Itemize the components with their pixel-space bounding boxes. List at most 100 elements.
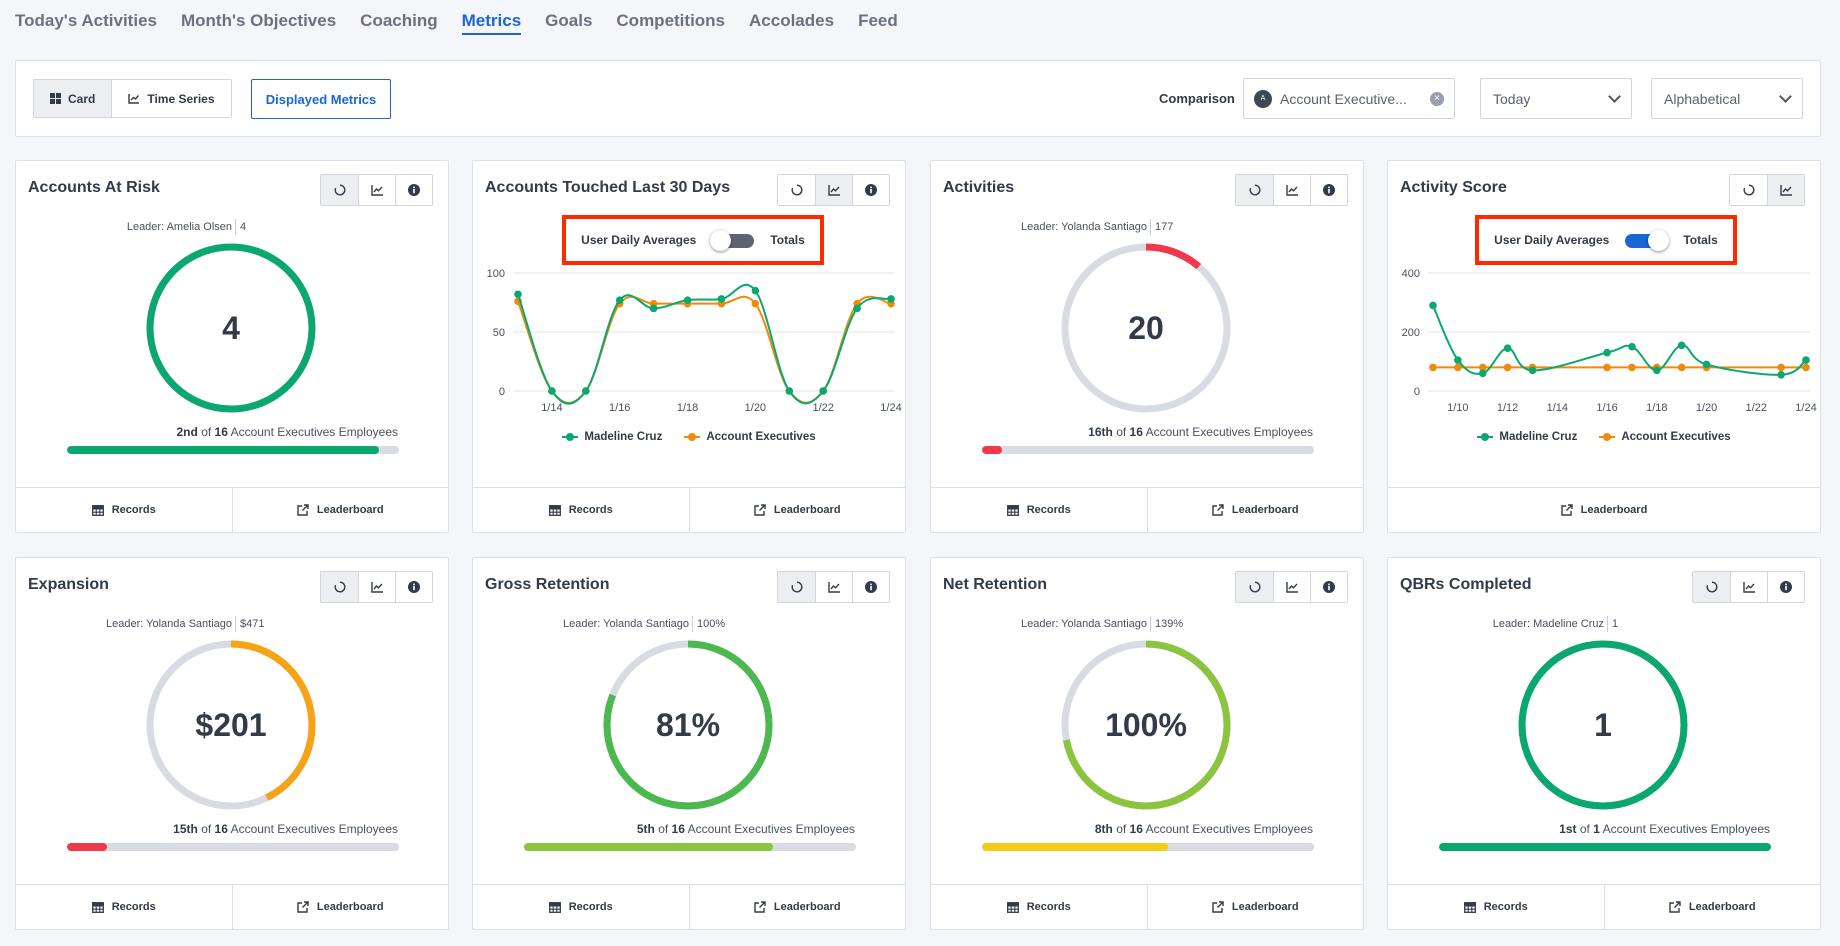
data-point (548, 387, 556, 395)
leader-name: Leader: Yolanda Santiago (562, 618, 689, 630)
gauge-view-button[interactable] (778, 175, 815, 205)
table-icon (1463, 901, 1476, 913)
data-point (1478, 369, 1487, 378)
tab-coaching[interactable]: Coaching (360, 11, 438, 30)
x-tick-label: 1/22 (812, 402, 833, 414)
tab-feed[interactable]: Feed (858, 11, 898, 30)
info-button[interactable] (1310, 175, 1347, 205)
data-point (683, 296, 692, 304)
tab-goals[interactable]: Goals (545, 11, 593, 30)
gauge-view-button[interactable] (321, 175, 358, 205)
metrics-tabs: Today's Activities Month's Objectives Co… (15, 0, 898, 38)
leader-info: Leader: Madeline Cruz 1 (1388, 616, 1820, 632)
clear-icon[interactable]: × (1430, 91, 1444, 106)
gauge-view-button[interactable] (1236, 175, 1273, 205)
gauge-view-button[interactable] (321, 572, 358, 602)
gauge-view-button[interactable] (1693, 572, 1730, 602)
records-button[interactable]: Records (473, 885, 689, 929)
card-view-button[interactable]: Card (34, 80, 112, 117)
info-icon (1323, 184, 1335, 196)
tab-metrics[interactable]: Metrics (461, 0, 522, 35)
leader-value: 177 (1155, 221, 1174, 233)
table-icon (91, 504, 104, 516)
x-tick-label: 1/16 (1596, 402, 1617, 414)
leaderboard-button[interactable]: Leaderboard (688, 488, 906, 532)
time-series-view-button[interactable]: Time Series (111, 80, 231, 117)
rank-text: 1st of 1 Account Executives Employees (1559, 822, 1770, 836)
info-button[interactable] (1767, 572, 1804, 602)
chart-view-button[interactable] (1767, 175, 1804, 205)
leaderboard-button[interactable]: Leaderboard (231, 488, 449, 532)
leaderboard-button[interactable]: Leaderboard (1146, 488, 1364, 532)
tab-months-objectives[interactable]: Month's Objectives (180, 11, 337, 30)
y-tick-label: 400 (1402, 268, 1420, 280)
metric-value: $201 (195, 706, 267, 743)
tab-competitions[interactable]: Competitions (616, 11, 726, 30)
data-point (751, 299, 760, 308)
leaderboard-button[interactable]: Leaderboard (1603, 885, 1821, 929)
info-button[interactable] (1310, 572, 1347, 602)
records-button[interactable]: Records (473, 488, 689, 532)
info-icon (1323, 581, 1335, 593)
metric-value: 100% (1105, 706, 1187, 743)
leaderboard-button[interactable]: Leaderboard (1146, 885, 1364, 929)
data-point (649, 304, 658, 313)
leaderboard-button[interactable]: Leaderboard (688, 885, 906, 929)
gauge-view-button[interactable] (1236, 572, 1273, 602)
sort-dropdown[interactable]: Alphabetical (1651, 78, 1803, 119)
leader-name: Leader: Madeline Cruz (1492, 618, 1604, 630)
x-tick-label: 1/20 (1696, 402, 1717, 414)
info-button[interactable] (852, 175, 889, 205)
circle-gauge-icon (791, 184, 803, 196)
metric-card-accounts-touched: Accounts Touched Last 30 Days User Daily… (472, 160, 906, 533)
x-tick-label: 1/12 (1497, 402, 1518, 414)
chevron-down-icon (1608, 89, 1621, 103)
records-button[interactable]: Records (931, 488, 1147, 532)
totals-toggle-switch[interactable] (1623, 229, 1670, 251)
toggle-label-totals: Totals (1683, 233, 1718, 247)
progress-gauge (146, 243, 316, 413)
metric-value: 81% (655, 706, 721, 743)
table-icon (548, 504, 561, 516)
chart-view-button[interactable] (815, 572, 852, 602)
chart-view-button[interactable] (1730, 572, 1767, 602)
data-point (1503, 363, 1512, 372)
leaderboard-button[interactable]: Leaderboard (1388, 488, 1820, 532)
period-dropdown[interactable]: Today (1480, 78, 1632, 119)
external-link-icon (1212, 504, 1224, 516)
leader-value: 1 (1612, 618, 1619, 630)
y-tick-label: 50 (493, 327, 505, 339)
comparison-select[interactable]: A Account Executive... × (1243, 78, 1455, 119)
chart-view-button[interactable] (358, 175, 395, 205)
info-button[interactable] (395, 175, 432, 205)
chart-view-button[interactable] (358, 572, 395, 602)
leaderboard-button[interactable]: Leaderboard (231, 885, 449, 929)
chart-view-button[interactable] (1273, 572, 1310, 602)
chart-view-button[interactable] (815, 175, 852, 205)
comparison-value: Account Executive... (1280, 90, 1407, 107)
metric-card-expansion: Expansion Leader: Yolanda Santiago $471 … (15, 557, 449, 930)
chart-view-button[interactable] (1273, 175, 1310, 205)
info-button[interactable] (395, 572, 432, 602)
totals-toggle-switch[interactable] (710, 229, 756, 251)
records-button[interactable]: Records (16, 885, 232, 929)
records-button[interactable]: Records (931, 885, 1147, 929)
gauge-view-button[interactable] (778, 572, 815, 602)
card-tools (777, 571, 890, 603)
records-button[interactable]: Records (16, 488, 232, 532)
external-link-icon (297, 504, 309, 516)
displayed-metrics-button[interactable]: Displayed Metrics (251, 79, 391, 119)
tab-todays-activities[interactable]: Today's Activities (15, 11, 157, 30)
data-point (1429, 301, 1437, 310)
external-link-icon (1669, 901, 1681, 913)
rank-text: 8th of 16 Account Executives Employees (1094, 822, 1313, 836)
tab-accolades[interactable]: Accolades (749, 11, 835, 30)
data-point (1528, 366, 1537, 375)
toggle-label-averages: User Daily Averages (581, 233, 697, 247)
info-button[interactable] (852, 572, 889, 602)
card-footer: Records Leaderboard (473, 884, 905, 929)
gauge-view-button[interactable] (1730, 175, 1767, 205)
progress-gauge (603, 640, 773, 810)
records-button[interactable]: Records (1388, 885, 1604, 929)
toggle-label-totals: Totals (770, 233, 805, 247)
